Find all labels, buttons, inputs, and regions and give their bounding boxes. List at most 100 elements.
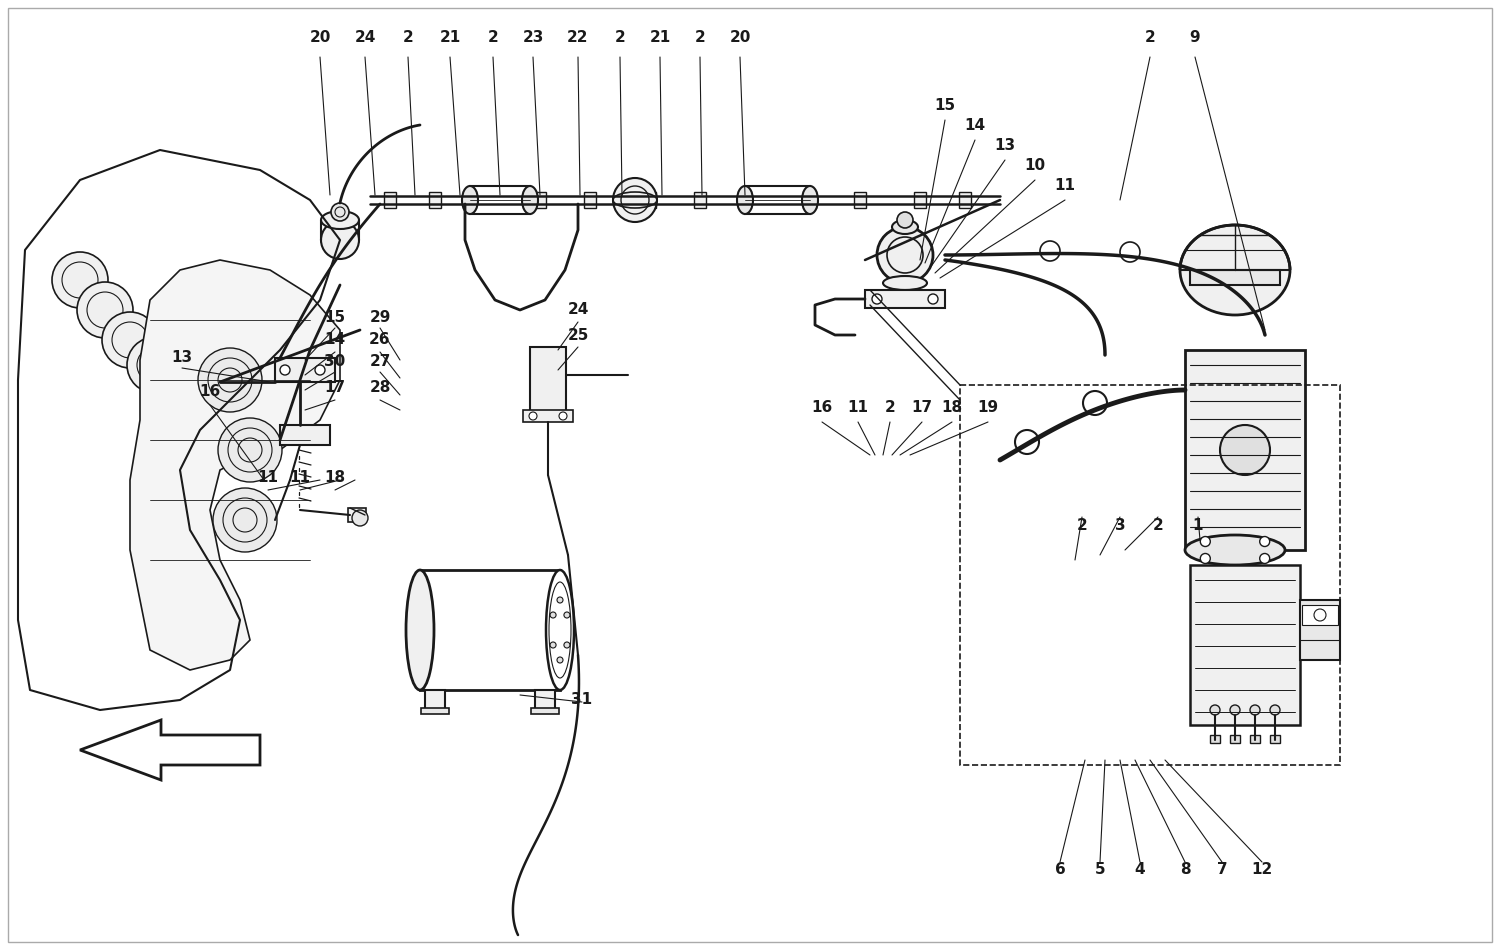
Text: 2: 2 <box>488 30 498 46</box>
Bar <box>865 290 945 308</box>
Circle shape <box>564 612 570 618</box>
Text: 14: 14 <box>964 118 986 132</box>
Text: 3: 3 <box>1114 518 1125 533</box>
Circle shape <box>1250 705 1260 715</box>
Ellipse shape <box>1185 535 1286 565</box>
Text: 2: 2 <box>694 30 705 46</box>
Circle shape <box>871 294 882 304</box>
Ellipse shape <box>736 186 753 214</box>
Circle shape <box>550 612 556 618</box>
Bar <box>584 192 596 208</box>
Ellipse shape <box>546 570 574 690</box>
Bar <box>531 708 560 714</box>
Text: 8: 8 <box>1179 863 1191 878</box>
Text: 16: 16 <box>200 385 220 400</box>
Polygon shape <box>130 260 340 670</box>
Ellipse shape <box>802 186 818 214</box>
Bar <box>534 192 546 208</box>
Circle shape <box>352 510 368 526</box>
Bar <box>474 192 486 208</box>
Bar <box>960 385 1340 765</box>
Bar <box>914 192 926 208</box>
Text: 2: 2 <box>885 401 896 415</box>
Circle shape <box>1260 554 1269 563</box>
Text: 31: 31 <box>572 693 592 708</box>
Circle shape <box>1200 537 1210 546</box>
Circle shape <box>1270 705 1280 715</box>
Circle shape <box>321 221 358 259</box>
Bar <box>470 186 530 214</box>
Circle shape <box>1260 537 1269 546</box>
Circle shape <box>76 282 134 338</box>
Bar <box>644 192 656 208</box>
Circle shape <box>550 642 556 648</box>
Circle shape <box>198 348 262 412</box>
Text: 24: 24 <box>567 302 588 317</box>
Text: 28: 28 <box>369 381 390 395</box>
Bar <box>280 425 330 445</box>
Circle shape <box>897 212 914 228</box>
Bar <box>420 570 560 690</box>
Bar <box>958 192 970 208</box>
Circle shape <box>128 337 183 393</box>
Bar <box>804 192 816 208</box>
Text: 21: 21 <box>440 30 460 46</box>
Bar <box>1270 735 1280 743</box>
Bar <box>274 358 334 382</box>
Bar <box>746 186 810 214</box>
Bar <box>1190 565 1300 725</box>
Text: 17: 17 <box>912 401 933 415</box>
Text: 20: 20 <box>729 30 750 46</box>
Bar <box>1300 600 1340 660</box>
Text: 10: 10 <box>1024 158 1045 173</box>
Circle shape <box>928 294 938 304</box>
Text: 11: 11 <box>290 470 310 485</box>
Text: 13: 13 <box>171 351 192 366</box>
Circle shape <box>315 365 326 375</box>
Text: 29: 29 <box>369 311 390 326</box>
Text: 6: 6 <box>1054 863 1065 878</box>
Bar <box>348 508 366 522</box>
Circle shape <box>614 178 657 222</box>
Text: 2: 2 <box>402 30 414 46</box>
Text: 5: 5 <box>1095 863 1106 878</box>
Text: 26: 26 <box>369 332 390 348</box>
Text: 1: 1 <box>1192 518 1203 533</box>
Text: 2: 2 <box>1152 518 1164 533</box>
Circle shape <box>102 312 158 368</box>
Bar <box>429 192 441 208</box>
Bar <box>748 192 760 208</box>
Circle shape <box>217 418 282 482</box>
Text: 20: 20 <box>309 30 330 46</box>
Text: 17: 17 <box>324 381 345 395</box>
Ellipse shape <box>321 231 358 249</box>
Circle shape <box>556 657 562 663</box>
Bar <box>1302 605 1338 625</box>
Ellipse shape <box>1180 225 1290 315</box>
Circle shape <box>1314 609 1326 621</box>
Bar <box>1250 735 1260 743</box>
Text: 21: 21 <box>650 30 670 46</box>
Bar <box>1185 350 1305 550</box>
Circle shape <box>1220 425 1270 475</box>
Text: 15: 15 <box>324 311 345 326</box>
Bar <box>536 690 555 712</box>
Text: 11: 11 <box>258 470 279 485</box>
Ellipse shape <box>462 186 478 214</box>
Text: 18: 18 <box>942 401 963 415</box>
Circle shape <box>1210 705 1219 715</box>
Circle shape <box>564 642 570 648</box>
Circle shape <box>1200 554 1210 563</box>
Text: 2: 2 <box>1077 518 1088 533</box>
Text: 30: 30 <box>324 354 345 370</box>
Bar <box>694 192 706 208</box>
Bar <box>422 708 448 714</box>
Ellipse shape <box>892 220 918 234</box>
Polygon shape <box>80 720 260 780</box>
Bar <box>384 192 396 208</box>
Circle shape <box>560 412 567 420</box>
Circle shape <box>280 365 290 375</box>
Text: 4: 4 <box>1134 863 1146 878</box>
Text: 14: 14 <box>324 332 345 348</box>
Circle shape <box>53 252 108 308</box>
